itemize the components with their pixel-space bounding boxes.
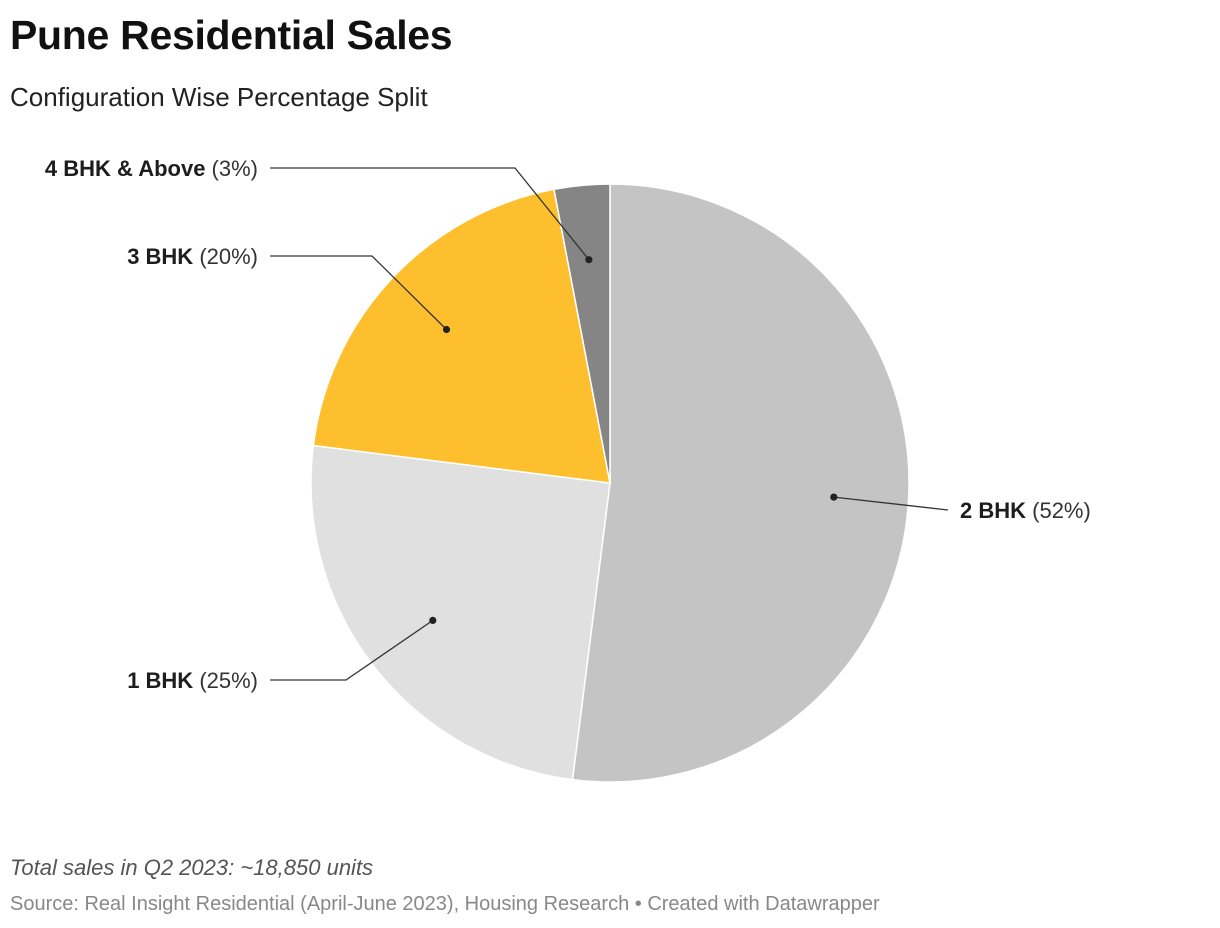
slice-label-4-bhk-and-above: 4 BHK & Above (3%) [45, 156, 258, 181]
slice-label-value: (3%) [205, 156, 258, 181]
chart-title: Pune Residential Sales [10, 12, 453, 58]
leader-line-2-bhk [833, 496, 949, 511]
slice-label-3-bhk: 3 BHK (20%) [127, 244, 258, 269]
slice-label-1-bhk: 1 BHK (25%) [127, 668, 258, 693]
pie-slice-4-bhk-and-above [553, 183, 611, 484]
leader-dot-4-bhk-and-above [585, 256, 593, 264]
leader-line-3-bhk [270, 255, 447, 330]
slice-label-name: 4 BHK & Above [45, 156, 206, 181]
leader-dot-3-bhk [442, 325, 451, 334]
slice-label-value: (20%) [193, 244, 258, 269]
pie-slice-1-bhk [310, 444, 611, 781]
slice-label-name: 1 BHK [127, 668, 193, 693]
slice-label-name: 3 BHK [127, 244, 193, 269]
leader-dot-2-bhk [830, 493, 838, 501]
pie-slice-3-bhk [312, 188, 611, 484]
slice-label-value: (52%) [1026, 498, 1091, 523]
chart-subtitle: Configuration Wise Percentage Split [10, 82, 428, 112]
leader-line-1-bhk [270, 619, 434, 681]
leader-line-4-bhk-and-above [270, 167, 590, 261]
source-credit: Source: Real Insight Residential (April-… [10, 893, 880, 915]
slice-label-2-bhk: 2 BHK (52%) [960, 498, 1091, 523]
leader-dot-1-bhk [429, 616, 437, 625]
pie-slice-2-bhk [571, 183, 910, 783]
slice-label-value: (25%) [193, 668, 258, 693]
total-sales-note: Total sales in Q2 2023: ~18,850 units [10, 855, 374, 880]
slice-label-name: 2 BHK [960, 498, 1026, 523]
